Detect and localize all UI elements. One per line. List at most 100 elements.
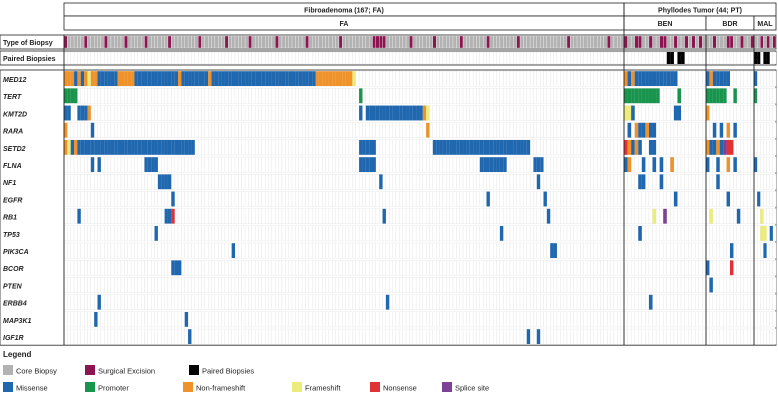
gene-cell <box>415 122 420 138</box>
biopsy-cell <box>576 35 581 49</box>
gene-cell <box>308 328 313 345</box>
gene-cell <box>607 225 611 242</box>
gene-cell <box>617 294 621 310</box>
gene-cell <box>769 105 774 121</box>
gene-cell <box>67 260 71 276</box>
gene-cell <box>161 88 165 104</box>
gene-cell <box>298 242 303 259</box>
gene-cell <box>516 122 521 138</box>
gene-cell <box>740 328 744 345</box>
gene-cell <box>365 294 370 310</box>
mutation-cell <box>648 71 653 86</box>
gene-cell <box>87 277 91 293</box>
gene-cell <box>151 88 155 104</box>
gene-cell <box>221 156 226 173</box>
gene-cell <box>536 191 541 207</box>
gene-cell <box>729 208 734 224</box>
gene-cell <box>147 105 152 121</box>
gene-cell <box>117 277 122 293</box>
gene-cell <box>379 311 383 328</box>
gene-cell <box>355 260 360 276</box>
gene-cell <box>174 242 179 259</box>
mutation-cell <box>627 140 632 155</box>
gene-cell <box>342 174 346 190</box>
gene-cell <box>345 225 350 242</box>
gene-cell <box>412 88 417 104</box>
gene-cell <box>83 294 88 310</box>
biopsy-cell <box>127 35 132 49</box>
mutation-cell <box>87 140 91 155</box>
gene-cell <box>603 242 608 259</box>
gene-cell <box>348 139 353 156</box>
gene-cell <box>305 294 309 310</box>
gene-cell <box>526 225 531 242</box>
gene-cell <box>342 294 346 310</box>
gene-cell <box>691 139 696 156</box>
mutation-cell <box>638 226 642 241</box>
gene-cell <box>597 242 601 259</box>
gene-cell <box>459 260 464 276</box>
mutation-cell <box>64 71 68 86</box>
mutation-cell <box>157 174 162 190</box>
gene-cell <box>127 260 132 276</box>
gene-cell <box>379 242 383 259</box>
mutation-cell <box>372 157 376 172</box>
group-header-label: Phyllodes Tumor (44; PT) <box>658 8 742 15</box>
gene-cell <box>641 294 646 310</box>
biopsy-cell <box>254 35 259 49</box>
gene-cell <box>275 328 279 345</box>
paired-cell <box>218 51 222 65</box>
mutation-cell <box>736 208 741 224</box>
gene-cell <box>746 294 751 310</box>
paired-cell <box>67 51 71 65</box>
gene-cell <box>288 225 293 242</box>
gene-cell <box>167 311 172 328</box>
gene-cell <box>375 328 380 345</box>
gene-cell <box>197 277 202 293</box>
gene-cell <box>181 208 185 224</box>
gene-cell <box>161 311 165 328</box>
biopsy-cell <box>244 35 249 49</box>
gene-cell <box>586 208 591 224</box>
gene-cell <box>405 156 410 173</box>
gene-cell <box>147 277 152 293</box>
gene-cell <box>516 208 521 224</box>
gene-cell <box>503 242 507 259</box>
mutation-cell <box>652 71 657 86</box>
gene-cell <box>641 328 646 345</box>
gene-cell <box>546 260 551 276</box>
mutation-cell <box>305 71 309 86</box>
gene-cell <box>740 260 744 276</box>
gene-cell <box>709 225 714 242</box>
gene-cell <box>743 328 748 345</box>
gene-cell <box>395 242 400 259</box>
gene-cell <box>766 174 770 190</box>
gene-cell <box>187 105 192 121</box>
gene-cell <box>254 242 259 259</box>
gene-cell <box>405 328 410 345</box>
gene-cell <box>763 311 767 328</box>
gene-cell <box>80 174 85 190</box>
gene-cell <box>342 242 346 259</box>
gene-cell <box>137 260 142 276</box>
gene-cell <box>140 277 145 293</box>
gene-cell <box>772 260 777 276</box>
gene-cell <box>67 311 71 328</box>
gene-cell <box>73 122 78 138</box>
gene-cell <box>127 88 132 104</box>
biopsy-cell <box>382 35 387 49</box>
gene-cell <box>161 191 165 207</box>
gene-cell <box>107 294 112 310</box>
gene-cell <box>218 260 222 276</box>
mutation-cell <box>709 208 713 224</box>
gene-cell <box>110 328 115 345</box>
gene-cell <box>409 139 413 156</box>
gene-cell <box>409 70 413 87</box>
gene-cell <box>673 88 678 104</box>
gene-cell <box>648 328 653 345</box>
gene-cell <box>70 294 75 310</box>
gene-cell <box>655 311 660 328</box>
gene-cell <box>736 225 741 242</box>
gene-cell <box>456 156 460 173</box>
gene-cell <box>760 139 764 156</box>
